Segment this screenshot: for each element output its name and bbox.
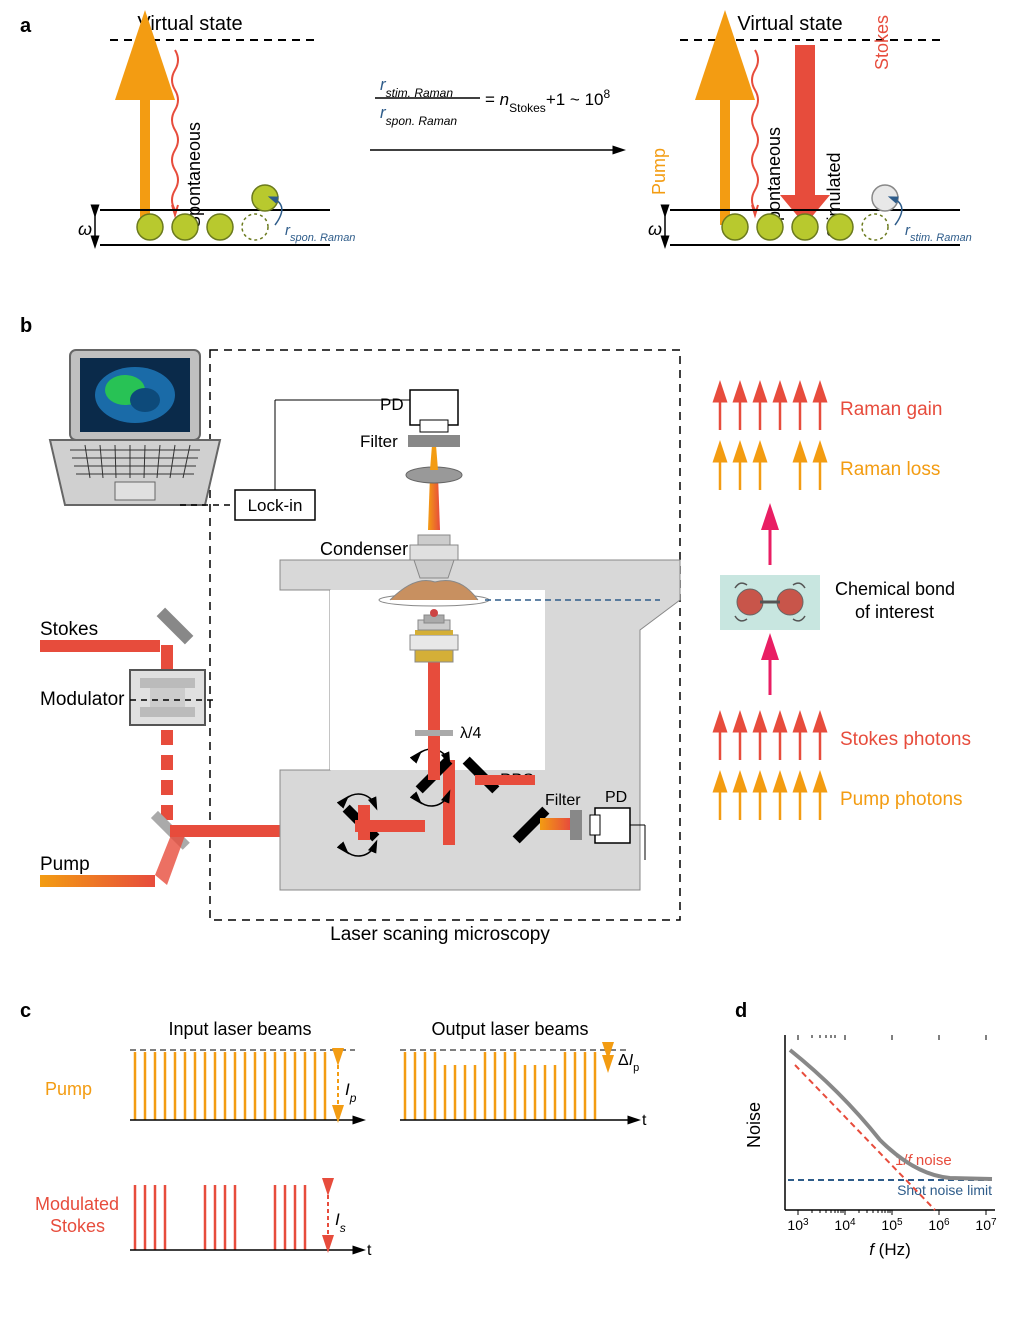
pump-photons-label: Pump photons [840,789,963,810]
chem-bond-line2: of interest [855,602,934,622]
panel-b-diagram: Lock-in Stokes Modulator Pump λ/4 PBS [20,330,1000,970]
input-beams-label: Input laser beams [168,1019,311,1039]
filter-label-2: Filter [545,792,581,809]
xticks: 103 104 105 106 107 [787,1217,997,1234]
pd-label-1: PD [380,395,404,414]
virtual-state-right: Virtual state [737,13,842,35]
laser-scanning-label: Laser scaning microscopy [330,924,550,945]
raman-gain-arrows [720,390,820,430]
deltaIp-label: ΔIp [618,1052,639,1074]
xlabel: f (Hz) [869,1240,911,1259]
panel-a-diagram: Virtual state Spontaneous [40,10,1000,310]
chem-bond-line1: Chemical bond [835,579,955,599]
filter-label-1: Filter [360,432,398,451]
stokes-beam-label: Stokes [40,619,98,640]
eq-rhs: = nStokes+1 ~ 108 [485,87,610,115]
svg-text:104: 104 [834,1217,856,1234]
eq-numerator: rstim. Raman [380,75,453,100]
lambda4-label: λ/4 [460,725,481,742]
svg-text:106: 106 [928,1217,950,1234]
output-beams-label: Output laser beams [431,1019,588,1039]
laptop-icon [50,350,220,505]
t-label-2: t [367,1242,372,1259]
svg-text:105: 105 [881,1217,903,1234]
t-label-1: t [642,1112,647,1129]
panel-label-a: a [20,15,31,38]
svg-text:103: 103 [787,1217,809,1234]
pump-input-pulses [135,1052,325,1120]
stokes-photons-arrows [720,720,820,760]
spontaneous-left: Spontaneous [184,122,204,228]
omega-v-left: ωv [78,219,100,246]
modulator-label: Modulator [40,689,125,710]
noise-ylabel: Noise [744,1102,764,1148]
shot-noise-label: Shot noise limit [897,1182,992,1198]
raman-gain-label: Raman gain [840,399,942,420]
r-stim-right: rstim. Raman [905,222,972,244]
Is-label: Is [335,1210,346,1235]
stokes-label: Stokes [872,15,892,70]
pump-photons-arrows [720,780,820,820]
panel-c-diagram: Input laser beams Output laser beams Pum… [20,1010,720,1310]
mod-stokes-line2: Stokes [50,1216,105,1236]
stokes-photons-label: Stokes photons [840,729,971,750]
svg-text:107: 107 [975,1217,997,1234]
eq-denominator: rspon. Raman [380,103,457,128]
Ip-label: Ip [345,1080,357,1105]
panel-d-chart: Noise 103 104 105 106 107 f (Hz) Shot no… [740,1015,1010,1275]
virtual-state-left: Virtual state [137,13,242,35]
condenser-label: Condenser [320,539,408,559]
omega-v-right: ωv [648,219,670,246]
raman-loss-label: Raman loss [840,459,940,480]
pump-c-label: Pump [45,1079,92,1099]
pump-label: Pump [649,148,669,195]
mod-stokes-line1: Modulated [35,1194,119,1214]
pd-label-2: PD [605,789,627,806]
lockin-label: Lock-in [248,496,303,515]
stokes-pulses [135,1185,305,1250]
raman-loss-arrows [720,450,820,490]
pump-beam-label: Pump [40,854,90,875]
pump-output-pulses [405,1052,595,1120]
r-spon-left: rspon. Raman [285,222,355,244]
